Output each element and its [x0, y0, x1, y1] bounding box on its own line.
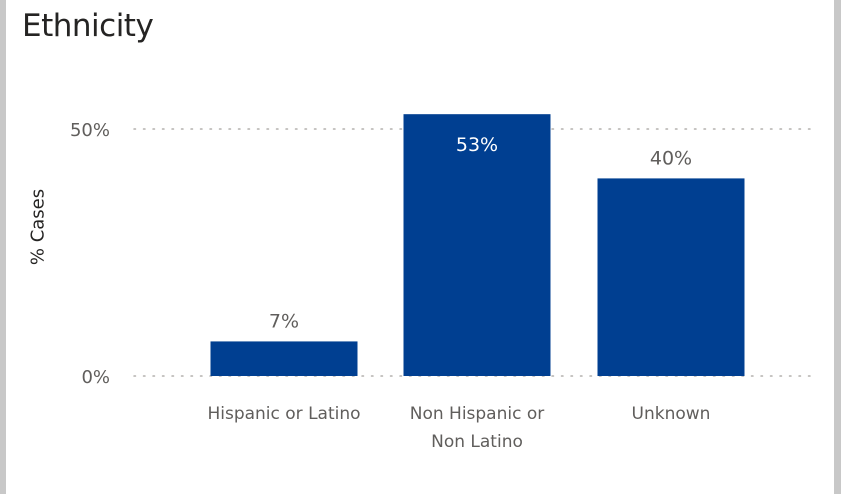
data-label: 53%	[456, 134, 498, 156]
x-tick-label: Unknown	[632, 404, 711, 424]
chart-card: Ethnicity % Cases 0% 50% 7% Hispanic or Lat…	[6, 0, 834, 494]
bar-unknown	[597, 178, 745, 376]
y-tick-label: 50%	[70, 120, 110, 141]
x-tick-label: Hispanic or Latino	[207, 404, 360, 424]
y-tick-label: 0%	[81, 367, 110, 388]
bar-non-hispanic-or-non-latino	[403, 114, 551, 377]
chart-title: Ethnicity	[22, 8, 154, 44]
data-label: 40%	[650, 147, 692, 169]
bar-chart: 0% 50% 7% Hispanic or Latino 53% Non Hispanic…	[70, 114, 819, 452]
x-tick-label: Non Hispanic or	[410, 404, 545, 424]
bar-hispanic-or-latino	[210, 341, 358, 376]
x-tick-label: Non Latino	[431, 432, 523, 452]
data-label: 7%	[269, 310, 299, 332]
